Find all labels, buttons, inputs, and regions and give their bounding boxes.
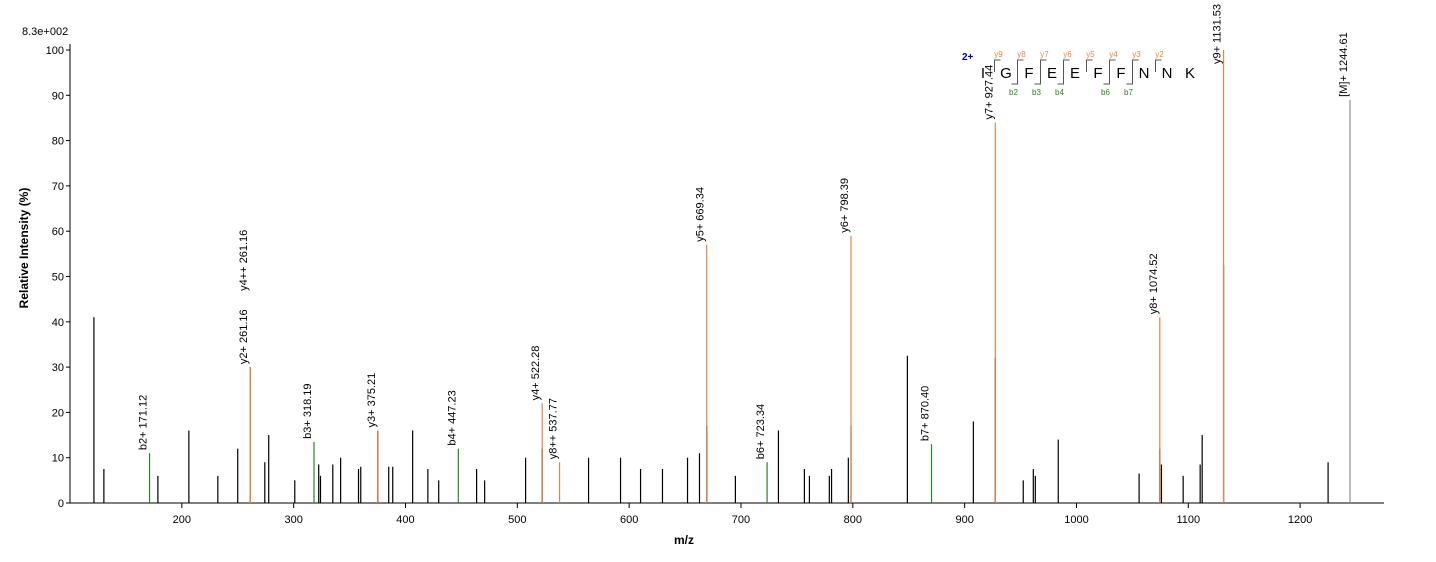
y-ion-mark [1155,59,1162,72]
peak-label: y7+ 927.44 [983,65,995,120]
y-ion-label: y8 [1017,50,1026,59]
y-ion-mark [1086,59,1093,72]
x-tick-label: 600 [620,514,638,526]
peak-label: b3+ 318.19 [302,383,314,438]
residue: G [1000,65,1012,82]
x-tick-label: 700 [732,514,750,526]
y-ion-label: y5 [1086,50,1095,59]
y-ion-label: y7 [1040,50,1049,59]
b-ion-mark [1103,72,1110,85]
residue: F [1093,65,1102,82]
x-axis-label: m/z [674,533,694,547]
b-ion-mark [1057,72,1064,85]
y-tick-label: 90 [52,90,64,102]
peak-label: y8+ 1074.52 [1148,253,1160,314]
residue: I [981,65,985,82]
residue: N [1139,65,1150,82]
y-ion-label: y6 [1063,50,1072,59]
residue: K [1185,65,1195,82]
peak-label: [M]+ 1244.61 [1338,32,1350,97]
b-ion-label: b4 [1055,88,1064,97]
peak-label: b4+ 447.23 [446,390,458,445]
x-tick-label: 800 [844,514,862,526]
y-tick-label: 60 [52,226,64,238]
b-ion-mark [1011,72,1018,85]
y-tick-label: 100 [46,45,64,57]
y-tick-label: 20 [52,407,64,419]
peak-label: y4+ 522.28 [530,346,542,401]
b-ion-label: b6 [1101,88,1110,97]
intensity-max: 8.3e+002 [22,26,68,38]
peak-label: b2+ 171.12 [138,395,150,450]
x-tick-label: 1000 [1064,514,1088,526]
x-tick-label: 500 [508,514,526,526]
y-ion-mark [994,59,1001,72]
peak-label: b7+ 870.40 [920,386,932,441]
peak-label: y6+ 798.39 [839,178,851,233]
x-tick-label: 300 [284,514,302,526]
peak-label: y9+ 1131.53 [1212,4,1224,64]
y-ion-label: y3 [1132,50,1141,59]
y-ion-mark [1017,59,1024,72]
y-ion-mark [1109,59,1116,72]
y-ion-mark [1040,59,1047,72]
y-ion-label: y2 [1155,50,1164,59]
peak-label: y2+ 261.16 [238,309,250,364]
residue: F [1116,65,1125,82]
y-tick-label: 80 [52,136,64,148]
y-ion-label: y9 [994,50,1003,59]
peak-label: y8++ 537.77 [548,398,560,459]
x-tick-label: 400 [396,514,414,526]
x-tick-label: 1200 [1288,514,1312,526]
charge: 2+ [962,52,974,63]
residue: F [1024,65,1033,82]
residue: N [1162,65,1173,82]
y-tick-label: 50 [52,272,64,284]
b-ion-label: b2 [1009,88,1018,97]
b-ion-mark [1126,72,1133,85]
peak-label: y4++ 261.16 [238,230,250,291]
y-ion-label: y4 [1109,50,1118,59]
y-tick-label: 70 [52,181,64,193]
x-tick-label: 200 [173,514,191,526]
peak-label: y3+ 375.21 [366,373,378,428]
b-ion-mark [1034,72,1041,85]
y-tick-label: 30 [52,362,64,374]
peak-label: y5+ 669.34 [695,187,707,242]
y-tick-label: 10 [52,453,64,465]
x-tick-label: 900 [955,514,973,526]
y-ion-mark [1132,59,1139,72]
y-tick-label: 40 [52,317,64,329]
b-ion-label: b7 [1124,88,1133,97]
residue: E [1047,65,1057,82]
peak-label: b6+ 723.34 [755,404,767,459]
x-tick-label: 1100 [1176,514,1200,526]
y-ion-mark [1063,59,1070,72]
b-ion-label: b3 [1032,88,1041,97]
y-axis-label: Relative Intensity (%) [17,188,31,309]
residue: E [1070,65,1080,82]
y-tick-label: 0 [58,498,64,510]
